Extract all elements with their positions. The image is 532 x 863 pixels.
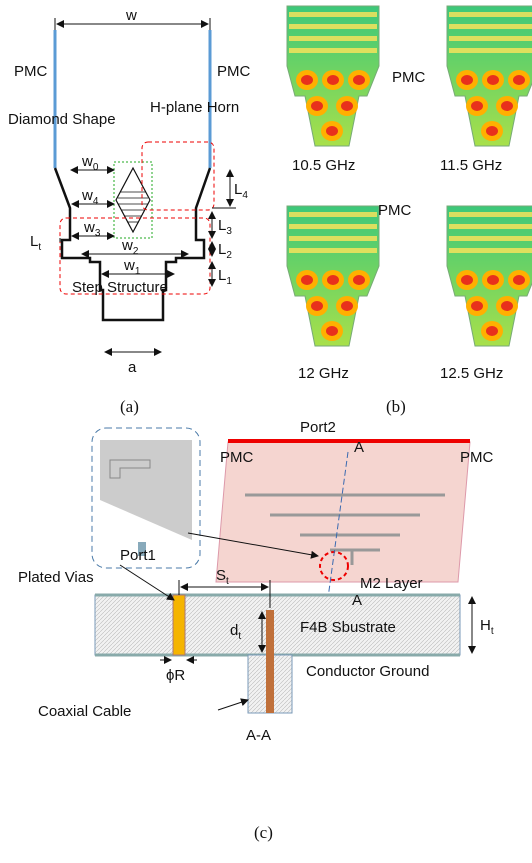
label: Port1: [120, 547, 156, 564]
field-shape: [353, 275, 365, 285]
field-shape: [311, 301, 323, 311]
label: a: [128, 359, 137, 376]
field-shape: [341, 101, 353, 111]
label: H-plane Horn: [150, 99, 239, 116]
field-shape: [449, 48, 532, 53]
field-shape: [449, 248, 532, 253]
label: L1: [218, 267, 232, 287]
label: M2 Layer: [360, 575, 423, 592]
field-shape: [326, 126, 338, 136]
field-shape: [326, 326, 338, 336]
field-shape: [513, 275, 525, 285]
label: Conductor Ground: [306, 663, 429, 680]
field-shape: [471, 101, 483, 111]
panel-b: [287, 6, 532, 346]
field-shape: [487, 75, 499, 85]
label: PMC: [217, 63, 251, 80]
page: {"panel_a":{"caption":"(a)","w":"w","pmc…: [0, 0, 532, 858]
field-shape: [311, 101, 323, 111]
caption: (c): [254, 823, 273, 842]
field-shape: [449, 24, 532, 29]
field-shape: [341, 301, 353, 311]
field-shape: [449, 212, 532, 217]
freq-label: 10.5 GHz: [292, 157, 355, 174]
field-shape: [289, 24, 377, 29]
field-shape: [486, 326, 498, 336]
field-shape: [486, 126, 498, 136]
label: Coaxial Cable: [38, 703, 131, 720]
label: Lt: [30, 233, 41, 253]
field-shape: [289, 48, 377, 53]
caption: (a): [120, 397, 139, 416]
field-shape: [289, 236, 377, 241]
label: Plated Vias: [18, 569, 94, 586]
field-shape: [449, 36, 532, 41]
field-shape: [513, 75, 525, 85]
label: L4: [234, 181, 248, 201]
label: L2: [218, 241, 232, 261]
label: A: [352, 592, 362, 609]
label: Port2: [300, 419, 336, 436]
label: Step Structure: [72, 279, 168, 296]
field-shape: [461, 275, 473, 285]
label: w: [125, 7, 137, 24]
label: PMC: [378, 202, 412, 219]
field-shape: [289, 212, 377, 217]
label: F4B Sbustrate: [300, 619, 396, 636]
field-shape: [353, 75, 365, 85]
freq-label: 12 GHz: [298, 365, 349, 382]
field-shape: [289, 12, 377, 17]
field-shape: [327, 75, 339, 85]
field-shape: [449, 236, 532, 241]
field-shape: [449, 12, 532, 17]
label: ϕR: [166, 667, 185, 684]
field-shape: [471, 301, 483, 311]
field-shape: [289, 248, 377, 253]
field-shape: [289, 36, 377, 41]
label: PMC: [460, 449, 494, 466]
figure: w PMC PMC Diamond Shape H-plane Horn w0 …: [0, 0, 532, 858]
field-shape: [461, 75, 473, 85]
label: PMC: [220, 449, 254, 466]
field-shape: [487, 275, 499, 285]
label: L3: [218, 217, 232, 237]
caption: (b): [386, 397, 406, 416]
label: PMC: [14, 63, 48, 80]
field-shape: [301, 275, 313, 285]
field-shape: [301, 75, 313, 85]
label: A-A: [246, 727, 271, 744]
freq-label: 11.5 GHz: [440, 157, 502, 174]
field-shape: [501, 301, 513, 311]
label: PMC: [392, 69, 426, 86]
field-shape: [327, 275, 339, 285]
label: A: [354, 439, 364, 456]
freq-label: 12.5 GHz: [440, 365, 503, 382]
field-shape: [501, 101, 513, 111]
panel-a: [55, 18, 236, 352]
label: Ht: [480, 617, 494, 637]
field-shape: [289, 224, 377, 229]
field-shape: [449, 224, 532, 229]
label: Diamond Shape: [8, 111, 116, 128]
